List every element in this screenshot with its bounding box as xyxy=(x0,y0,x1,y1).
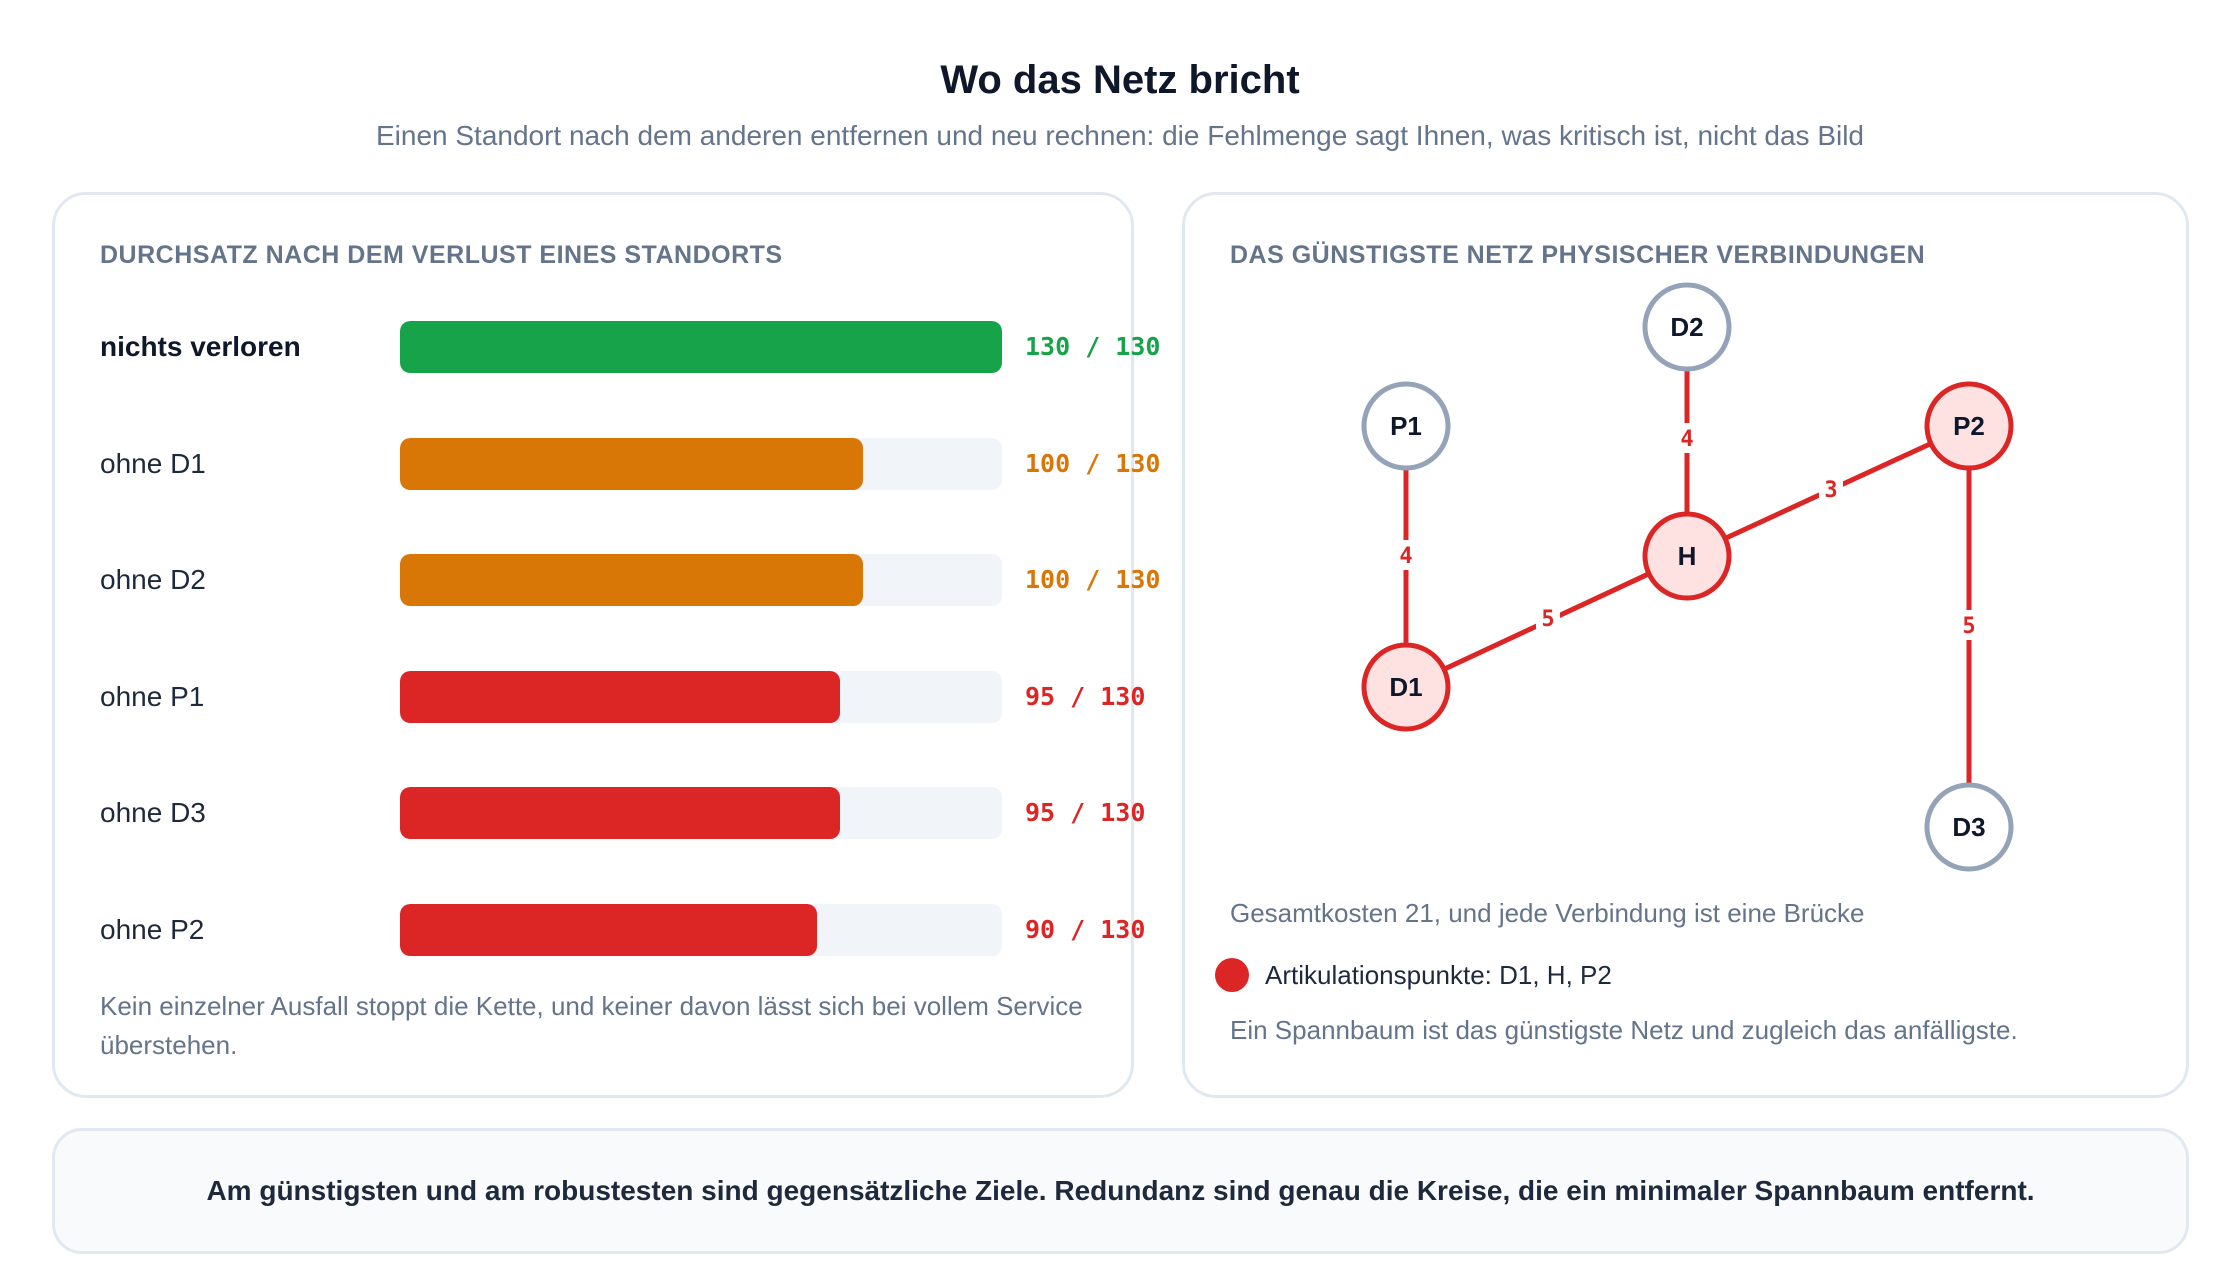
edge-cost-label: 3 xyxy=(1824,478,1837,503)
bar-label: ohne P2 xyxy=(100,913,205,945)
throughput-panel: DURCHSATZ NACH DEM VERLUST EINES STANDOR… xyxy=(52,192,1160,1098)
bar xyxy=(400,903,817,956)
node-P2 xyxy=(1924,381,2014,471)
throughput-heading: DURCHSATZ NACH DEM VERLUST EINES STANDOR… xyxy=(100,241,783,269)
bar-row: ohne P1 95 / 130 xyxy=(100,670,1180,723)
node-label: P1 xyxy=(1390,411,1422,441)
edge-label-background xyxy=(1957,610,1981,640)
edge-cost-label: 5 xyxy=(1541,607,1554,632)
bar-row: ohne D3 95 / 130 xyxy=(100,787,1180,839)
node-D1 xyxy=(1361,642,1451,732)
network-heading: DAS GÜNSTIGSTE NETZ PHYSISCHER VERBINDUN… xyxy=(1230,241,1926,269)
edge-label-background xyxy=(1536,603,1560,633)
bar-track xyxy=(400,554,1002,606)
bar-track xyxy=(400,437,1002,490)
edge-label-background xyxy=(1819,474,1843,504)
bar-label: nichts verloren xyxy=(100,331,301,362)
node-label: D2 xyxy=(1670,312,1703,342)
articulation-legend-text: Artikulationspunkte: D1, H, P2 xyxy=(1265,960,1612,990)
bar-value-label: 90 / 130 xyxy=(1025,914,1146,944)
node-D3 xyxy=(1924,782,2014,872)
articulation-legend-dot xyxy=(1215,958,1249,992)
bar-track xyxy=(400,670,1002,723)
node-label: D3 xyxy=(1952,812,1985,842)
edge-label-background xyxy=(1394,540,1418,570)
bar-value-label: 95 / 130 xyxy=(1025,681,1146,711)
node-label: P2 xyxy=(1953,411,1985,441)
bar xyxy=(400,321,1002,373)
bar-label: ohne D1 xyxy=(100,447,206,479)
bar-value-label: 95 / 130 xyxy=(1025,798,1146,827)
total-cost-text: Gesamtkosten 21, und jede Verbindung ist… xyxy=(1230,898,1865,928)
bar-track xyxy=(400,903,1002,956)
bar-value-label: 100 / 130 xyxy=(1025,448,1161,478)
bar-value-label: 130 / 130 xyxy=(1025,332,1161,361)
bar-label: ohne P1 xyxy=(100,680,205,712)
network-panel: DAS GÜNSTIGSTE NETZ PHYSISCHER VERBINDUN… xyxy=(1182,192,2189,1098)
node-P1 xyxy=(1361,381,1451,471)
node-H xyxy=(1642,511,1732,601)
node-label: H xyxy=(1678,541,1697,571)
edge-cost-label: 4 xyxy=(1680,427,1693,452)
footer-text: Am günstigsten und am robustesten sind g… xyxy=(206,1175,2035,1206)
edge-cost-label: 5 xyxy=(1962,614,1975,639)
bar-row: ohne P2 90 / 130 xyxy=(100,903,1180,956)
node-label: D1 xyxy=(1389,672,1422,702)
page-title: Wo das Netz bricht xyxy=(940,58,1300,102)
network-graph: 4 4 5 3 5 P1 D2 H P2 D1 D3 xyxy=(1361,282,2014,872)
bar xyxy=(400,787,840,839)
footer-callout: Am günstigsten und am robustesten sind g… xyxy=(52,1128,2189,1254)
edge-cost-label: 4 xyxy=(1399,544,1412,569)
bar-track xyxy=(400,321,1002,373)
bar-value-label: 100 / 130 xyxy=(1025,565,1161,594)
bar-track xyxy=(400,787,1002,839)
bar-row: nichts verloren 130 / 130 xyxy=(100,321,1180,373)
throughput-note: Kein einzelner Ausfall stoppt die Kette,… xyxy=(100,991,1083,1060)
page-subtitle: Einen Standort nach dem anderen entferne… xyxy=(375,120,1865,151)
bar xyxy=(400,554,864,606)
node-D2 xyxy=(1642,282,1732,372)
bar-row: ohne D2 100 / 130 xyxy=(100,554,1180,606)
bar-row: ohne D1 100 / 130 xyxy=(100,437,1180,490)
bar-label: ohne D2 xyxy=(100,564,206,595)
edge-label-background xyxy=(1675,423,1699,453)
bar xyxy=(400,437,864,490)
bar-label: ohne D3 xyxy=(100,797,206,828)
spanning-tree-note: Ein Spannbaum ist das günstigste Netz un… xyxy=(1230,1015,2018,1045)
bar xyxy=(400,670,840,723)
